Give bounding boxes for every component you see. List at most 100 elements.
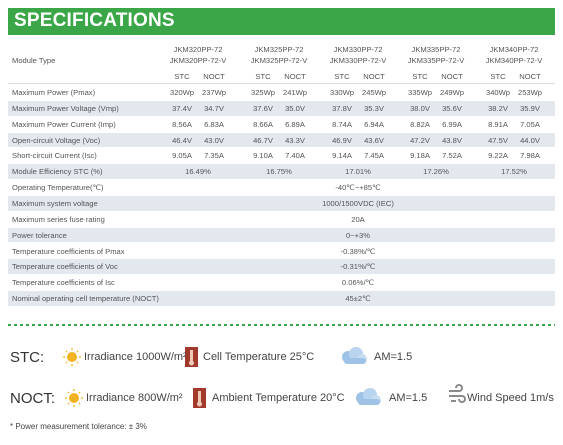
stc-temperature: Cell Temperature 25°C <box>203 351 315 363</box>
cell-value: 17.01% <box>345 167 371 177</box>
table-row <box>8 180 555 195</box>
cell-value: 330Wp <box>329 88 355 97</box>
model-name: JKM335PP-72-V <box>407 56 465 65</box>
noct-wind: Wind Speed 1m/s <box>467 392 554 404</box>
cell-value: 43.0V <box>204 135 224 145</box>
sub-header: NOCT <box>363 72 385 81</box>
cell-value: 38.2V <box>488 103 508 113</box>
wind-icon <box>449 384 466 403</box>
cloud-icon <box>356 388 381 405</box>
cell-value: 340Wp <box>485 88 511 97</box>
cell-value: -0.31%/℃ <box>340 262 376 272</box>
row-label: Temperature coefficients of Voc <box>12 262 118 272</box>
cell-value: 43.3V <box>285 135 305 145</box>
thermometer-icon <box>185 347 198 367</box>
model-name: JKM335PP-72 <box>411 45 461 54</box>
cell-value: 6.89A <box>285 119 305 129</box>
row-label: Temperature coefficients of Isc <box>12 278 115 288</box>
cell-value: 35.9V <box>520 103 540 113</box>
cloud-icon <box>342 347 367 364</box>
table-row <box>8 195 555 211</box>
cell-value: 0~+3% <box>345 230 371 240</box>
cell-value: 7.45A <box>364 151 384 161</box>
table-row <box>8 259 555 275</box>
row-label: Maximum system voltage <box>12 198 98 208</box>
cell-value: -40℃~+85℃ <box>335 183 381 193</box>
noct-irradiance: Irradiance 800W/m² <box>86 392 183 404</box>
cell-value: 17.52% <box>501 167 527 177</box>
table-row <box>8 85 555 100</box>
model-name: JKM320PP-72 <box>173 45 223 54</box>
cell-value: 45±2℃ <box>345 294 371 304</box>
cell-value: 16.49% <box>185 167 211 177</box>
model-name: JKM325PP-72-V <box>250 56 308 65</box>
noct-label: NOCT: <box>10 390 55 407</box>
table-row <box>8 132 555 148</box>
cell-value: 335Wp <box>407 88 433 97</box>
row-label: Maximum Power Voltage (Vmp) <box>12 103 119 113</box>
sub-header: STC <box>334 72 350 81</box>
cell-value: 6.94A <box>364 119 384 129</box>
cell-value: 35.3V <box>364 103 384 113</box>
cell-value: 44.0V <box>520 135 540 145</box>
cell-value: 46.4V <box>172 135 192 145</box>
sub-header: NOCT <box>519 72 541 81</box>
cell-value: 46.9V <box>332 135 352 145</box>
model-name: JKM340PP-72-V <box>485 56 543 65</box>
cell-value: 47.2V <box>410 135 430 145</box>
cell-value: 6.99A <box>442 119 462 129</box>
cell-value: 8.66A <box>253 119 273 129</box>
model-name: JKM320PP-72-V <box>169 56 227 65</box>
sub-header: STC <box>412 72 428 81</box>
cell-value: 46.7V <box>253 135 273 145</box>
table-row <box>8 116 555 132</box>
cell-value: 253Wp <box>517 88 543 97</box>
sub-header: STC <box>490 72 506 81</box>
row-label: Maximum series fuse rating <box>12 214 105 224</box>
cell-value: 320Wp <box>169 88 195 97</box>
model-name: JKM325PP-72 <box>254 45 304 54</box>
cell-value: 34.7V <box>204 103 224 113</box>
row-label: Power tolerance <box>12 230 67 240</box>
cell-value: 37.6V <box>253 103 273 113</box>
cell-value: 7.98A <box>520 151 540 161</box>
cell-value: 9.10A <box>253 151 273 161</box>
cell-value: 8.82A <box>410 119 430 129</box>
cell-value: 35.0V <box>285 103 305 113</box>
cell-value: 245Wp <box>361 88 387 97</box>
cell-value: 8.91A <box>488 119 508 129</box>
header-title: SPECIFICATIONS <box>14 10 175 31</box>
row-label: Maximum Power Current (Imp) <box>12 119 116 129</box>
table-row <box>8 211 555 227</box>
noct-am: AM=1.5 <box>389 392 428 404</box>
cell-value: 7.05A <box>520 119 540 129</box>
cell-value: 8.74A <box>332 119 352 129</box>
cell-value: 7.52A <box>442 151 462 161</box>
row-label: Module Efficiency STC (%) <box>12 167 103 177</box>
model-name: JKM330PP-72 <box>333 45 383 54</box>
table-row <box>8 164 555 180</box>
table-row <box>8 148 555 164</box>
thermometer-icon <box>193 388 206 408</box>
cell-value: 1000/1500VDC (IEC) <box>322 198 394 208</box>
cell-value: 9.18A <box>410 151 430 161</box>
stc-label: STC: <box>10 349 45 366</box>
sub-header: STC <box>174 72 190 81</box>
table-row <box>8 291 555 306</box>
table-row <box>8 243 555 259</box>
sun-icon <box>63 348 81 366</box>
cell-value: 9.22A <box>488 151 508 161</box>
noct-temperature: Ambient Temperature 20°C <box>212 392 345 404</box>
model-name: JKM340PP-72 <box>489 45 539 54</box>
cell-value: -0.38%/℃ <box>340 246 376 256</box>
cell-value: 6.83A <box>204 119 224 129</box>
row-label: Temperature coefficients of Pmax <box>12 246 125 256</box>
footnote: * Power measurement tolerance: ± 3% <box>10 422 147 431</box>
cell-value: 237Wp <box>201 88 227 97</box>
cell-value: 38.0V <box>410 103 430 113</box>
cell-value: 37.4V <box>172 103 192 113</box>
cell-value: 0.06%/℃ <box>341 278 375 288</box>
cell-value: 7.35A <box>204 151 224 161</box>
cell-value: 17.26% <box>423 167 449 177</box>
